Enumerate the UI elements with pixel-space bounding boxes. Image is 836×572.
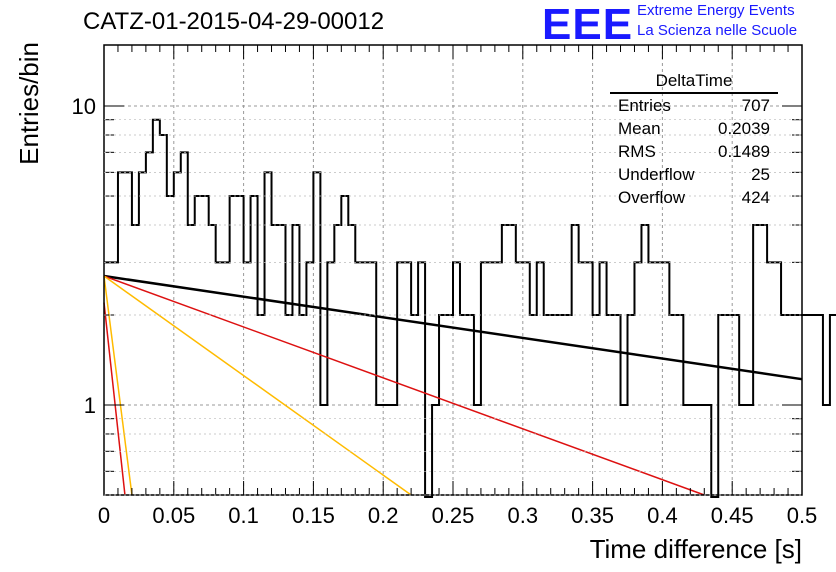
x-tick-label: 0.35: [571, 503, 614, 528]
fit-line: [103, 274, 803, 381]
stats-row: Mean 0.2039: [610, 117, 778, 140]
x-tick-label: 0.3: [508, 503, 539, 528]
histogram-outline: [104, 118, 836, 498]
y-axis-title: Entries/bin: [14, 42, 44, 165]
run-title: CATZ-01-2015-04-29-00012: [83, 8, 385, 35]
fit-line: [103, 275, 412, 496]
x-tick-label: 0.25: [432, 503, 475, 528]
stats-label: RMS: [618, 142, 656, 161]
x-tick-label: 0: [98, 503, 110, 528]
x-tick-label: 0.15: [292, 503, 335, 528]
stats-box: DeltaTime Entries 707 Mean 0.2039 RMS 0.…: [610, 70, 778, 209]
y-tick-label: 1: [84, 393, 96, 418]
stats-row: Underflow 25: [610, 163, 778, 186]
stats-value: 0.2039: [718, 119, 770, 138]
stats-label: Underflow: [618, 165, 695, 184]
x-tick-label: 0.05: [152, 503, 195, 528]
stats-value: 707: [741, 96, 770, 115]
x-axis-title: Time difference [s]: [590, 534, 802, 564]
stats-row: RMS 0.1489: [610, 140, 778, 163]
eee-logo: EEE: [542, 0, 634, 49]
logo-line-1: Extreme Energy Events: [637, 2, 795, 19]
stats-row: Entries 707: [610, 94, 778, 117]
stats-label: Entries: [618, 96, 671, 115]
stats-value: 25: [751, 165, 770, 184]
x-tick-label: 0.2: [368, 503, 399, 528]
fit-line: [103, 275, 705, 496]
stats-row: Overflow 424: [610, 186, 778, 209]
stats-title: DeltaTime: [610, 70, 778, 94]
x-tick-label: 0.1: [228, 503, 259, 528]
logo-line-2: La Scienza nelle Scuole: [637, 22, 798, 39]
stats-label: Mean: [618, 119, 661, 138]
fit-line: [103, 275, 133, 496]
x-tick-label: 0.5: [787, 503, 818, 528]
x-tick-label: 0.45: [711, 503, 754, 528]
stats-value: 0.1489: [718, 142, 770, 161]
stats-label: Overflow: [618, 188, 686, 207]
stats-value: 424: [741, 188, 770, 207]
fit-line: [103, 302, 126, 496]
x-tick-label: 0.4: [647, 503, 678, 528]
y-tick-label: 10: [72, 94, 96, 119]
